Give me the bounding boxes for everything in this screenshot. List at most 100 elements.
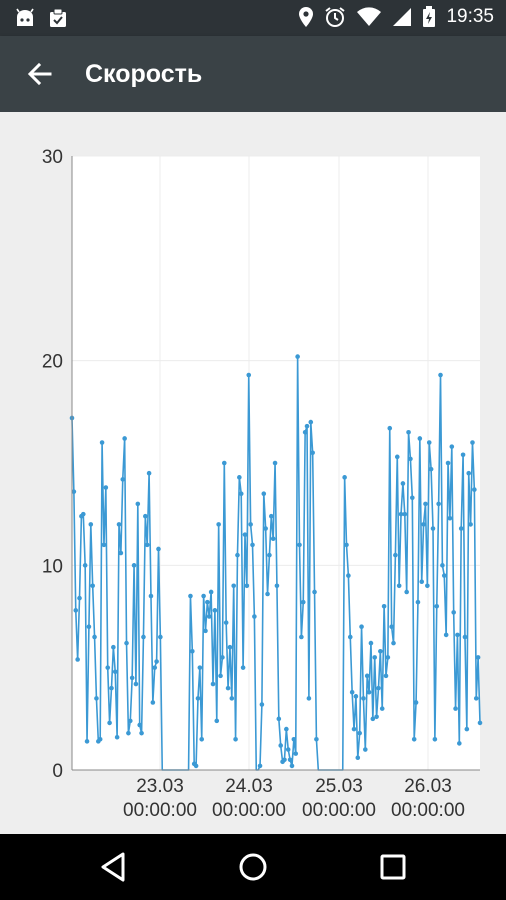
navigation-bar <box>0 834 506 900</box>
data-point <box>84 739 90 744</box>
data-point <box>379 706 385 711</box>
battery-charging-icon <box>423 6 436 27</box>
data-point <box>447 515 453 521</box>
data-point <box>139 730 144 736</box>
data-point <box>107 720 112 726</box>
data-point <box>218 673 223 679</box>
x-tick-date-label: 26.03 <box>404 776 452 797</box>
data-point <box>363 747 368 752</box>
data-point <box>398 511 404 517</box>
data-point <box>148 593 154 599</box>
data-point <box>231 583 236 589</box>
data-point <box>118 550 124 556</box>
data-point <box>201 593 206 599</box>
data-point <box>445 460 451 466</box>
data-point <box>372 655 378 660</box>
data-point <box>451 610 456 615</box>
data-point <box>150 700 156 705</box>
data-point <box>387 425 393 431</box>
data-point <box>82 563 88 568</box>
data-point <box>250 542 255 548</box>
data-point <box>193 763 199 769</box>
data-point <box>310 450 315 456</box>
data-point <box>203 628 208 634</box>
data-point <box>355 755 361 761</box>
data-point <box>235 552 240 558</box>
data-point <box>197 665 203 670</box>
data-point <box>312 589 317 595</box>
data-point <box>295 354 300 359</box>
back-triangle-icon[interactable] <box>97 850 131 884</box>
data-point <box>274 583 280 589</box>
data-point <box>421 522 426 527</box>
data-point <box>289 763 295 769</box>
clipboard-check-icon <box>50 8 66 27</box>
data-point <box>297 542 302 548</box>
data-point <box>419 579 425 585</box>
data-point <box>285 747 291 752</box>
data-point <box>293 751 299 756</box>
x-tick-time-label: 00:00:00 <box>391 800 465 821</box>
data-point <box>472 487 477 492</box>
x-tick-date-label: 24.03 <box>225 776 273 797</box>
x-tick-time-label: 00:00:00 <box>302 800 376 821</box>
data-point <box>353 694 359 699</box>
data-point <box>137 722 142 728</box>
data-point <box>143 513 148 519</box>
data-point <box>158 634 163 640</box>
speed-chart[interactable]: 0 10 20 30 23.03 00:00:00 24.03 00:00:00 25.03 0… <box>0 112 506 834</box>
speed-chart-area: 0 10 20 30 23.03 00:00:00 24.03 00:00:00 25.03 0… <box>0 112 506 834</box>
data-point <box>90 583 95 589</box>
data-point <box>432 737 438 742</box>
home-circle-icon[interactable] <box>236 850 270 884</box>
data-point <box>458 526 464 531</box>
data-point <box>261 491 267 497</box>
data-point <box>438 372 443 378</box>
back-arrow-icon[interactable] <box>22 56 58 92</box>
data-point <box>144 542 150 548</box>
data-point <box>468 522 473 527</box>
data-point <box>400 481 406 486</box>
data-point <box>411 737 417 742</box>
data-point <box>349 689 355 695</box>
data-point <box>302 430 308 435</box>
data-point <box>276 716 282 722</box>
data-point <box>94 696 99 701</box>
y-tick-label: 0 <box>52 761 63 782</box>
signal-icon <box>393 8 412 26</box>
data-point <box>206 614 212 619</box>
data-point <box>284 726 289 732</box>
data-point <box>389 624 394 630</box>
data-point <box>221 460 227 466</box>
data-point <box>146 470 152 476</box>
data-point <box>131 563 137 568</box>
data-point <box>126 730 131 736</box>
data-point <box>238 491 244 497</box>
data-point <box>109 685 114 691</box>
data-point <box>413 700 419 705</box>
data-point <box>430 526 436 531</box>
wifi-icon <box>357 7 382 27</box>
data-point <box>406 430 411 435</box>
data-point <box>252 614 257 619</box>
x-tick-time-label: 00:00:00 <box>123 800 197 821</box>
data-point <box>466 470 472 476</box>
recents-square-icon[interactable] <box>376 850 410 884</box>
data-point <box>244 583 250 589</box>
data-point <box>278 743 284 748</box>
data-point <box>120 477 126 482</box>
data-point <box>342 475 347 480</box>
data-point <box>417 436 423 441</box>
data-point <box>116 522 122 527</box>
data-point <box>225 685 231 691</box>
data-point <box>453 706 458 711</box>
data-point <box>291 737 297 742</box>
data-point <box>443 632 449 638</box>
data-point <box>470 440 475 445</box>
x-tick-time-label: 00:00:00 <box>212 800 286 821</box>
data-point <box>80 511 86 517</box>
data-point <box>308 419 314 425</box>
data-point <box>475 655 481 660</box>
data-point <box>383 673 389 679</box>
data-point <box>199 737 205 742</box>
